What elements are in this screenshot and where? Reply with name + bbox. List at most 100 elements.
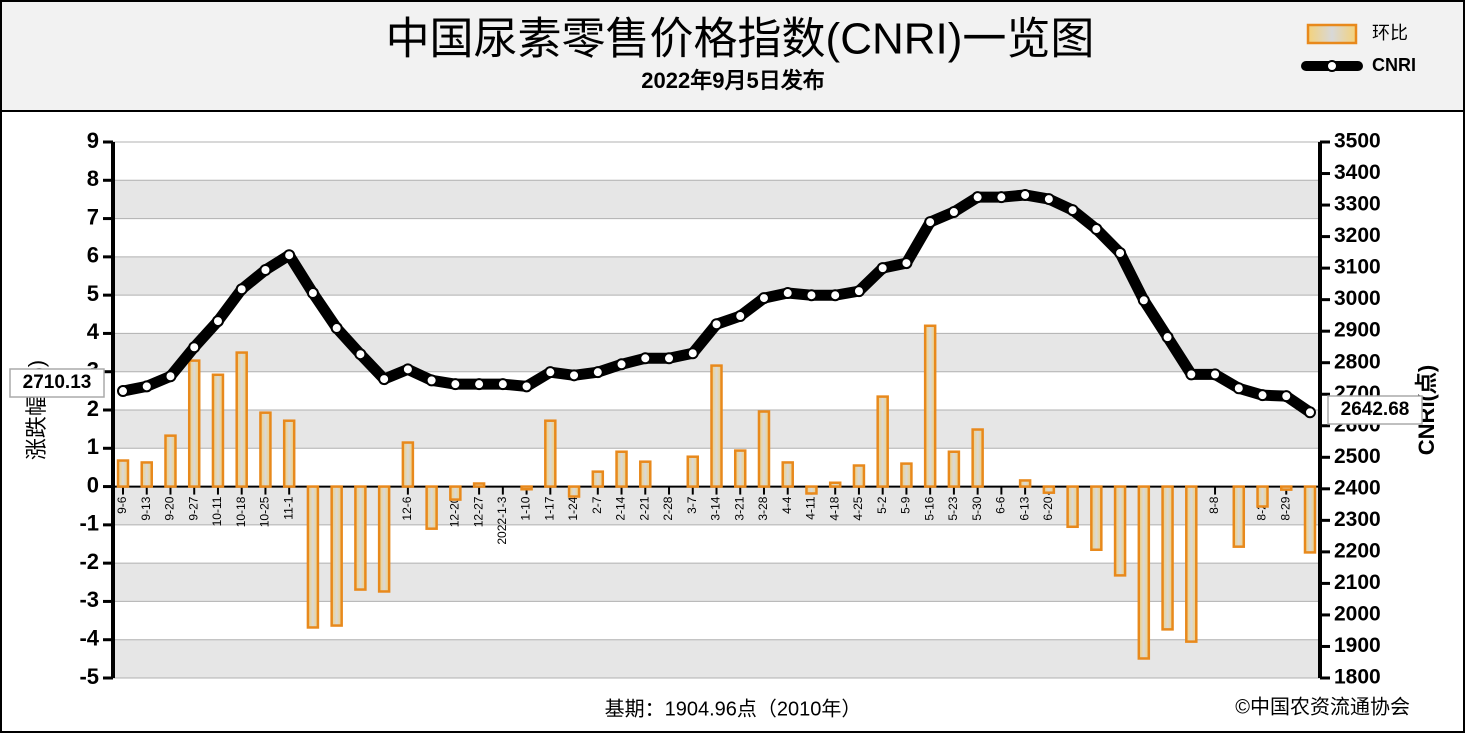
point [378, 373, 391, 386]
y-tick-label: 4 [87, 319, 100, 344]
point [1090, 223, 1103, 236]
point [876, 262, 889, 275]
y2-tick-label: 2500 [1334, 445, 1381, 468]
bar [330, 485, 343, 627]
value-label-box [1327, 395, 1423, 425]
y2-tick-label: 1900 [1334, 634, 1381, 657]
y-tick-label: 5 [87, 281, 99, 306]
point [1280, 390, 1293, 403]
bar [805, 485, 818, 495]
bar [1066, 485, 1079, 529]
x-tick-label: 2-28 [661, 496, 675, 520]
point [639, 352, 652, 365]
point [591, 366, 604, 379]
point [900, 257, 913, 270]
point [544, 366, 557, 379]
bar [187, 359, 201, 488]
point [1185, 368, 1198, 381]
grid-band [113, 142, 1320, 181]
x-tick-label: 4-25 [851, 496, 865, 520]
y-tick-label: 0 [87, 472, 99, 497]
y-tick-label: -1 [79, 511, 99, 536]
y-tick-label: 7 [87, 204, 99, 229]
bar [1018, 479, 1032, 488]
point [283, 249, 296, 262]
x-tick-label: 3-14 [709, 496, 723, 520]
bar [1256, 485, 1269, 508]
y2-tick-label: 3400 [1334, 161, 1381, 184]
y2-tick-label: 2900 [1334, 319, 1381, 342]
point [164, 370, 177, 383]
legend-marker [1326, 60, 1338, 72]
point [473, 378, 486, 391]
point [1304, 406, 1316, 419]
point [235, 283, 248, 296]
x-tick-label: 6-6 [994, 496, 1008, 514]
y2-tick-label: 2800 [1334, 350, 1381, 373]
x-tick-label: 4-11 [804, 496, 818, 519]
y2-tick-label: 3000 [1334, 287, 1381, 310]
x-tick-label: 2-7 [590, 496, 604, 514]
bar [259, 411, 272, 488]
point [1256, 389, 1269, 402]
point [568, 369, 581, 382]
bar [520, 485, 533, 491]
bar [567, 485, 581, 498]
x-tick-label: 11-1 [281, 496, 295, 519]
bar [686, 455, 700, 488]
x-tick-label: 2022-1-3 [495, 496, 509, 544]
x-tick-label: 8-29 [1278, 496, 1292, 520]
x-tick-label: 4-18 [827, 496, 841, 520]
x-tick-label: 9-27 [186, 496, 200, 520]
footnote: 基期：1904.96点（2010年） [605, 697, 862, 720]
point [615, 358, 628, 371]
bar [828, 481, 842, 488]
chart-title: 中国尿素零售价格指数(CNRI)一览图 [386, 15, 1095, 64]
point [805, 289, 818, 302]
point [1066, 204, 1079, 217]
point [1209, 368, 1222, 381]
x-tick-label: 9-20 [163, 496, 177, 520]
point [117, 385, 129, 398]
bar [282, 419, 296, 488]
y2-tick-label: 3200 [1334, 224, 1381, 247]
point [995, 191, 1008, 204]
bar [947, 450, 961, 488]
chart-subtitle: 2022年9月5日发布 [641, 68, 824, 93]
bar [1090, 485, 1103, 551]
point [757, 292, 770, 305]
y2-tick-label: 3100 [1334, 256, 1381, 279]
x-tick-label: 1-10 [519, 496, 533, 520]
bar [401, 441, 415, 488]
bar [116, 459, 130, 488]
bar [449, 485, 462, 501]
point [1161, 331, 1174, 344]
x-tick-label: 5-23 [946, 496, 960, 520]
bar [425, 485, 438, 530]
x-tick-label: 9-13 [139, 496, 153, 520]
point [425, 374, 438, 387]
y-tick-label: -4 [79, 626, 99, 651]
point [211, 315, 224, 328]
bar [1161, 485, 1174, 631]
bar [710, 364, 723, 488]
bar [1137, 485, 1151, 660]
bar [1280, 485, 1293, 491]
point [1042, 193, 1055, 206]
point [354, 348, 367, 361]
bar [971, 428, 984, 488]
y2-tick-label: 2200 [1334, 539, 1381, 562]
x-tick-label: 3-28 [756, 496, 770, 520]
bar [757, 410, 771, 488]
x-tick-label: 6-20 [1041, 496, 1055, 520]
point [401, 363, 414, 376]
bar [1042, 485, 1056, 494]
bar [1232, 485, 1246, 548]
y-tick-label: 9 [87, 128, 99, 153]
bar [923, 324, 937, 488]
point [259, 264, 272, 277]
point [971, 191, 984, 204]
point [924, 216, 937, 229]
bar [377, 485, 391, 593]
